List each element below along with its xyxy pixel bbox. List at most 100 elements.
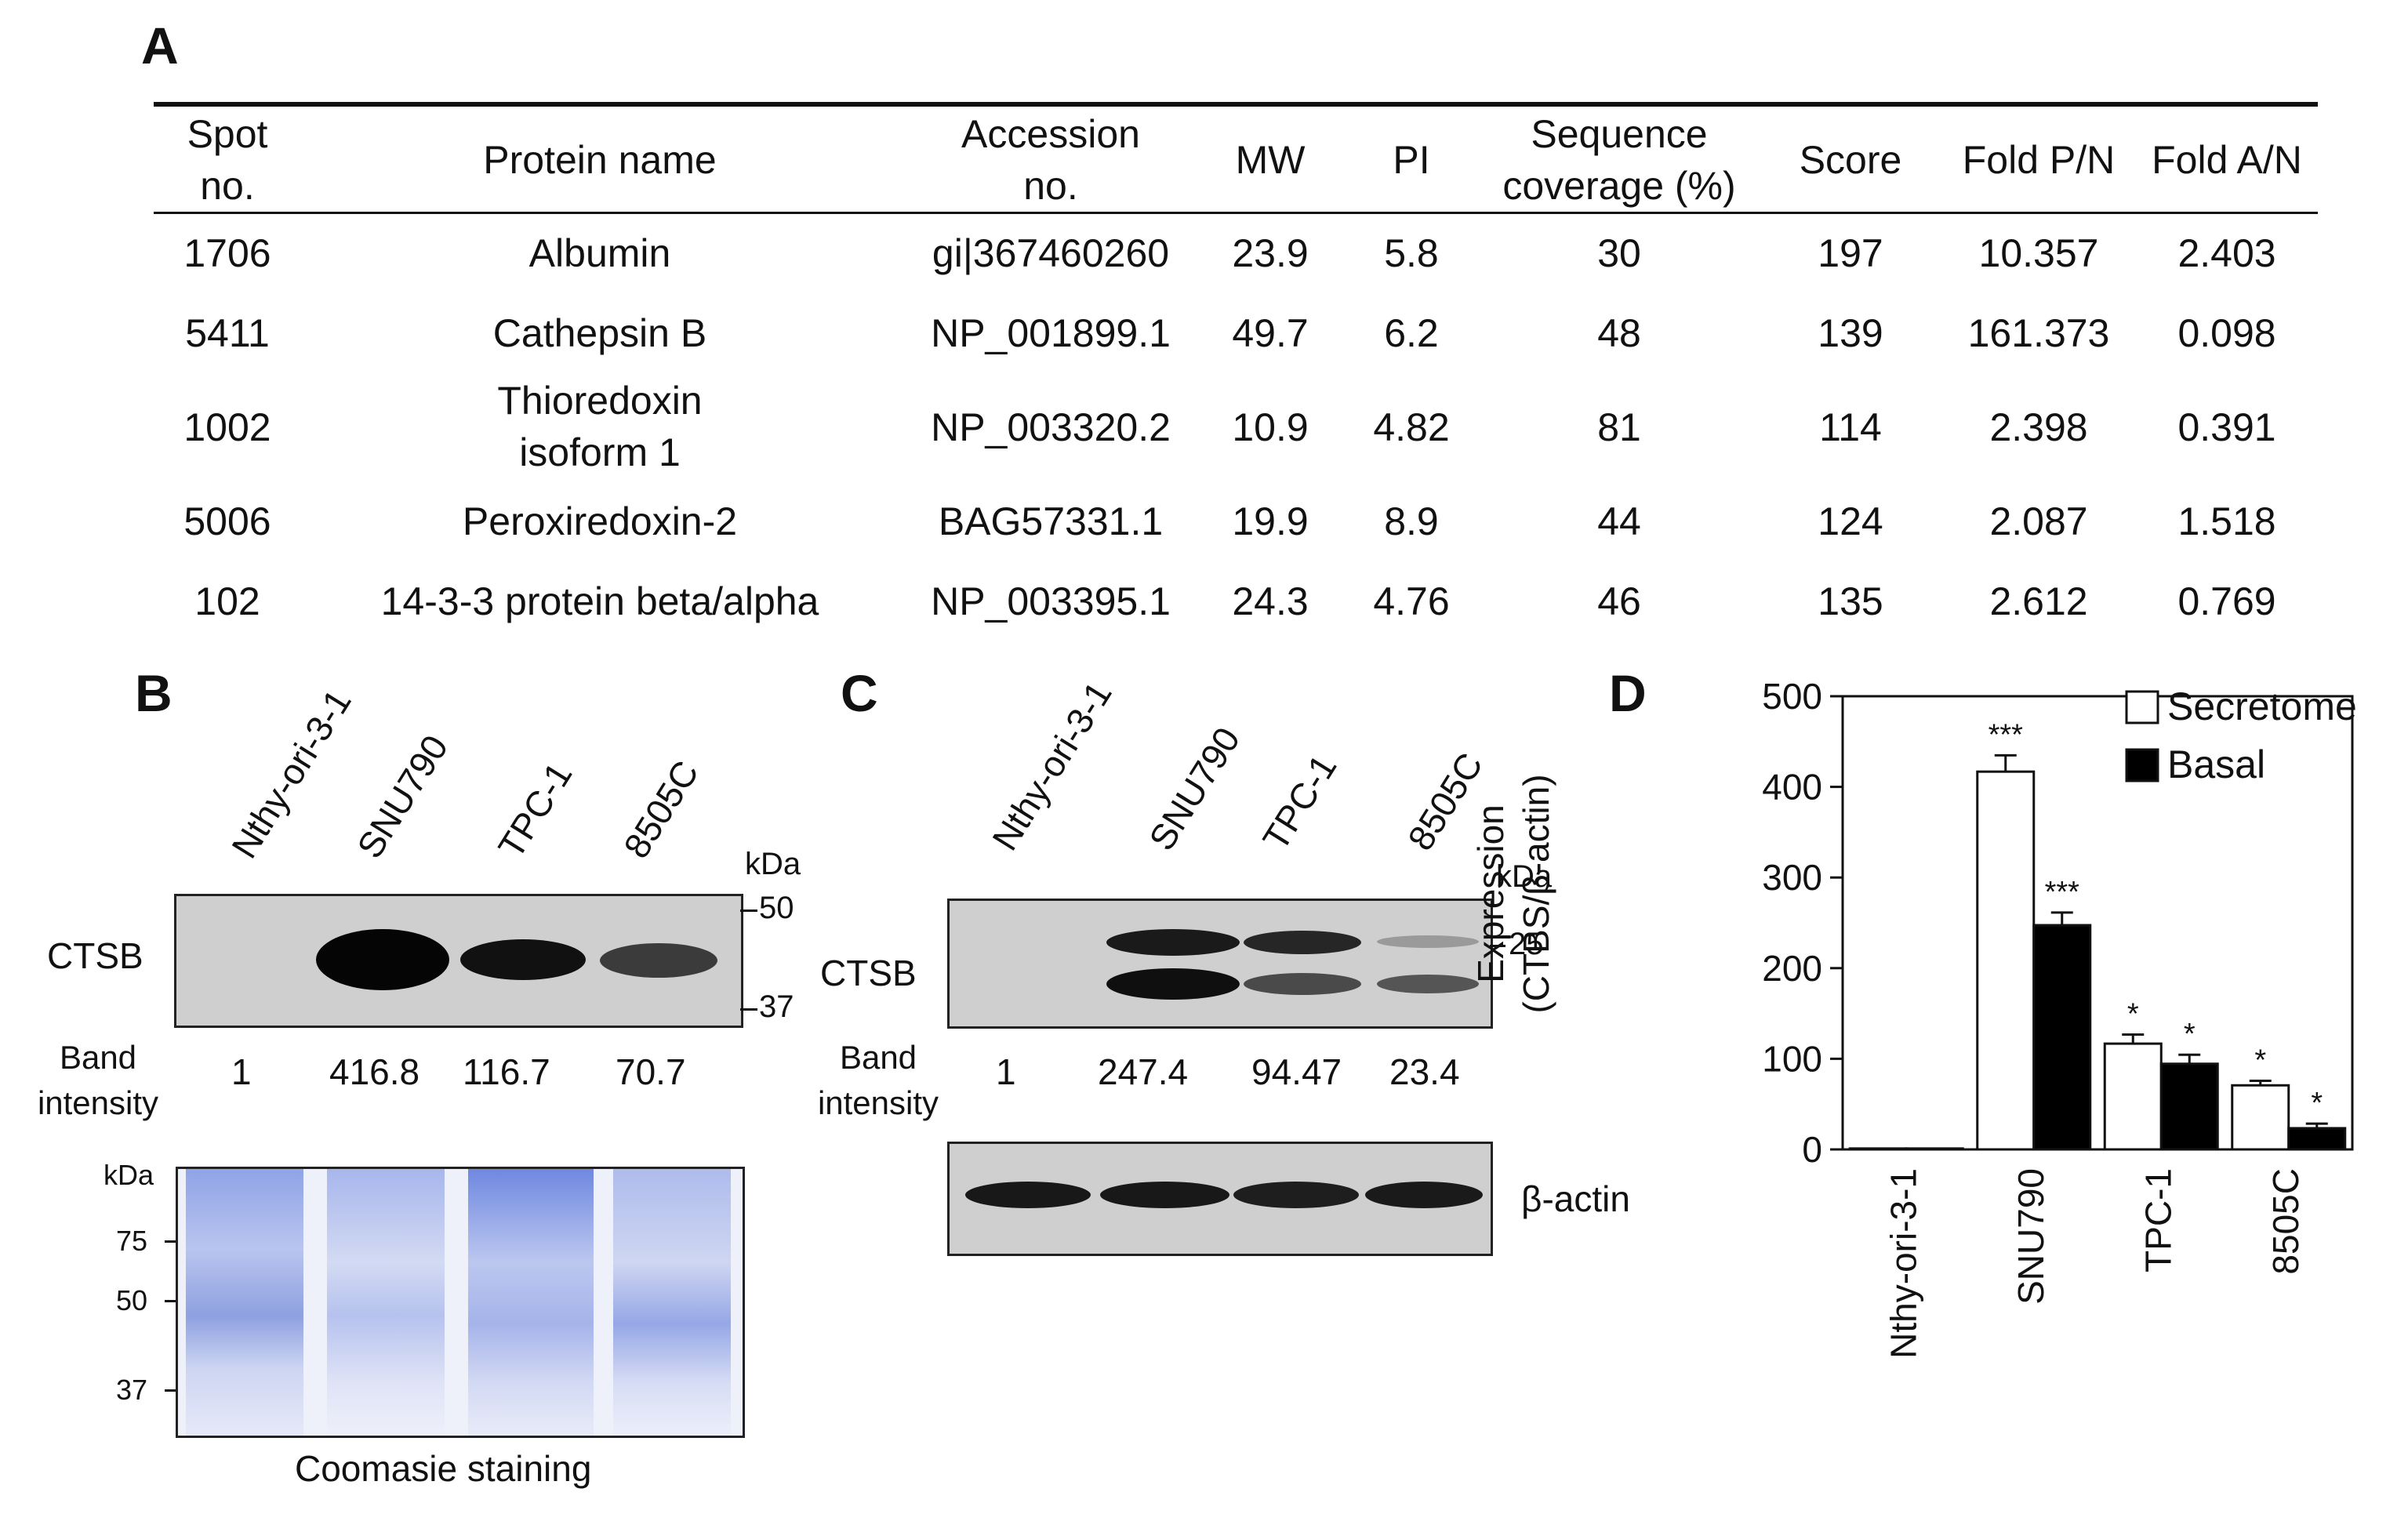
- lane-label: SNU790: [349, 728, 456, 866]
- gel-lane: [613, 1169, 731, 1436]
- y-tick-label: 300: [1762, 857, 1822, 898]
- header-accession-line1: Accession: [961, 112, 1140, 156]
- x-tick-label: Nthy-ori-3-1: [1883, 1168, 1923, 1359]
- cell-fold-an: 0.098: [2177, 311, 2276, 355]
- y-tick-label: 0: [1802, 1129, 1822, 1170]
- header-score: Score: [1799, 138, 1902, 182]
- band-intensity-line2: intensity: [817, 1084, 939, 1121]
- blot-band: [1244, 931, 1361, 954]
- y-tick-label: 500: [1762, 676, 1822, 717]
- bar: [1976, 770, 2036, 1151]
- cell-mw: 10.9: [1232, 405, 1309, 449]
- marker-tick: [165, 1240, 177, 1243]
- band-intensity-value: 94.47: [1251, 1051, 1342, 1092]
- ctsb-blot: [174, 894, 743, 1028]
- lane-label: 8505C: [616, 753, 706, 866]
- band-intensity-value: 416.8: [329, 1051, 420, 1092]
- lane-label: SNU790: [1141, 720, 1248, 858]
- y-axis-label-line2: (CTBS/β-actin): [1516, 774, 1556, 1014]
- y-tick-label: 100: [1762, 1038, 1822, 1079]
- cell-fold-pn: 161.373: [1967, 311, 2110, 355]
- cell-accession: NP_003320.2: [931, 405, 1171, 449]
- ctsb-label: CTSB: [47, 935, 143, 976]
- ctsb-blot: [947, 899, 1493, 1029]
- band-intensity-label: Band intensity: [16, 1035, 180, 1126]
- blot-band: [1377, 935, 1479, 948]
- marker-50: 50: [759, 891, 794, 925]
- plot-frame: [1841, 695, 2354, 1151]
- bar: [2103, 1042, 2163, 1151]
- cell-coverage: 81: [1597, 405, 1641, 449]
- cell-accession: NP_001899.1: [931, 311, 1171, 355]
- cell-mw: 19.9: [1232, 499, 1309, 543]
- header-coverage-line2: coverage (%): [1502, 164, 1736, 208]
- cell-accession: gi|367460260: [932, 231, 1170, 275]
- lane-label: Nthy-ori-3-1: [984, 673, 1120, 858]
- cell-protein-line1: Thioredoxin: [497, 379, 703, 423]
- band-intensity-value: 1: [231, 1051, 252, 1092]
- beta-actin-label: β-actin: [1521, 1178, 1630, 1219]
- cell-protein: 14-3-3 protein beta/alpha: [380, 579, 819, 623]
- lane-label: Nthy-ori-3-1: [223, 681, 359, 866]
- gel-lane: [186, 1169, 303, 1436]
- cell-protein: Peroxiredoxin-2: [462, 499, 738, 543]
- band-intensity-value: 247.4: [1098, 1051, 1189, 1092]
- significance-label: ***: [1989, 718, 2024, 751]
- cell-mw: 23.9: [1232, 231, 1309, 275]
- cell-coverage: 30: [1597, 231, 1641, 275]
- cell-score: 124: [1818, 499, 1883, 543]
- band-intensity-value: 70.7: [616, 1051, 686, 1092]
- band-intensity-value: 116.7: [463, 1051, 550, 1092]
- cell-fold-an: 0.391: [2177, 405, 2276, 449]
- coomassie-marker-50: 50: [116, 1284, 148, 1316]
- y-axis-label: Expression (CTBS/β-actin): [1468, 729, 1559, 1058]
- header-accession-line2: no.: [1023, 164, 1078, 208]
- ctsb-label: CTSB: [820, 953, 917, 993]
- header-coverage-line1: Sequence: [1531, 112, 1708, 156]
- kda-label: kDa: [745, 847, 801, 881]
- cell-pi: 4.82: [1373, 405, 1450, 449]
- coomassie-caption: Coomasie staining: [295, 1448, 592, 1489]
- marker-25: 25: [1509, 927, 1544, 961]
- blot-band: [1106, 968, 1240, 1000]
- cell-pi: 8.9: [1384, 499, 1439, 543]
- cell-protein: Cathepsin B: [492, 311, 707, 355]
- gel-lane: [327, 1169, 445, 1436]
- blot-band: [1365, 1182, 1483, 1208]
- band-intensity-line1: Band: [59, 1039, 137, 1076]
- blot-band: [316, 929, 449, 990]
- lane-label: TPC-1: [490, 755, 580, 866]
- y-tick-label: 200: [1762, 948, 1822, 989]
- blot-band: [1377, 975, 1479, 993]
- cell-score: 197: [1818, 231, 1883, 275]
- cell-mw: 49.7: [1232, 311, 1309, 355]
- header-protein: Protein name: [483, 138, 717, 182]
- table-header-rule: [154, 212, 2318, 214]
- header-spot: Spot no.: [141, 108, 314, 212]
- x-tick-label: SNU790: [2010, 1168, 2051, 1305]
- y-tick-label: 400: [1762, 767, 1822, 808]
- header-coverage: Sequence coverage (%): [1482, 108, 1756, 212]
- cell-pi: 6.2: [1384, 311, 1439, 355]
- cell-accession: NP_003395.1: [931, 579, 1171, 623]
- beta-actin-blot: [947, 1142, 1493, 1256]
- cell-score: 114: [1819, 405, 1882, 449]
- significance-label: *: [2254, 1044, 2266, 1077]
- x-tick-label: 8505C: [2265, 1168, 2306, 1275]
- coomassie-marker-75: 75: [116, 1225, 148, 1257]
- band-intensity-line1: Band: [839, 1039, 917, 1076]
- cell-score: 139: [1818, 311, 1883, 355]
- cell-pi: 5.8: [1384, 231, 1439, 275]
- gel-lane: [468, 1169, 594, 1436]
- blot-band: [460, 939, 586, 980]
- coomassie-kda-label: kDa: [104, 1159, 154, 1191]
- significance-label: *: [2311, 1087, 2323, 1120]
- table-top-rule: [154, 102, 2318, 107]
- marker-tick: [165, 1300, 177, 1302]
- blot-band: [1233, 1182, 1359, 1208]
- bar: [2287, 1127, 2347, 1151]
- cell-score: 135: [1818, 579, 1883, 623]
- blot-band: [1244, 973, 1361, 995]
- x-tick-label: TPC-1: [2137, 1168, 2178, 1273]
